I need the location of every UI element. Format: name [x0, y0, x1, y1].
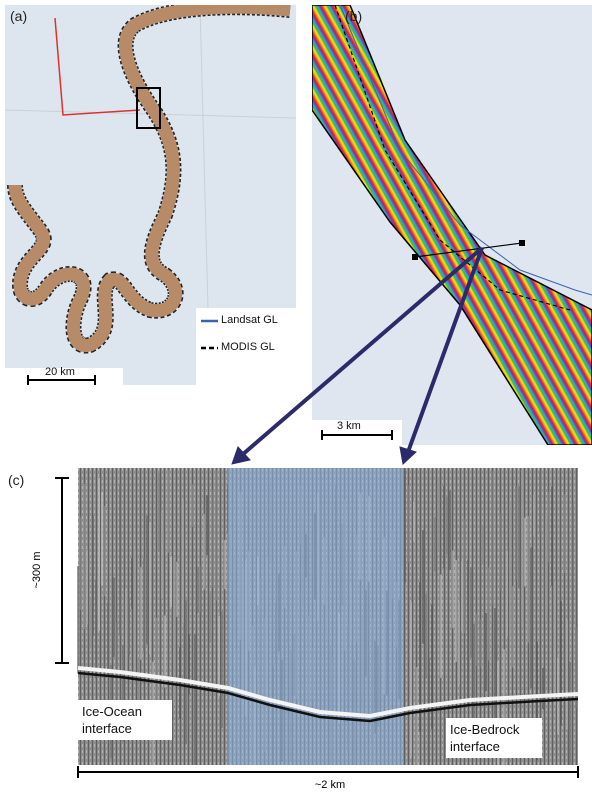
panel-label: (b): [345, 8, 362, 24]
panel-a-map: [5, 5, 296, 385]
horizontal-scale-label: ~2 km: [315, 779, 345, 791]
panel-b-map: [312, 5, 592, 445]
annotation: Ice-Ocean interface: [78, 700, 172, 740]
vertical-scale-label: ~300 m: [31, 552, 43, 589]
panel-label: (c): [8, 472, 24, 488]
legend-entry: MODIS GL: [221, 341, 275, 353]
figure: ~300 m ~2 km (a) (b) (c) 20 km 3 km Land…: [0, 0, 592, 793]
panel-label: (a): [10, 8, 27, 24]
scale-bar-label: 20 km: [45, 366, 75, 378]
scale-bar-label: 3 km: [337, 420, 361, 432]
legend-entry: Landsat GL: [221, 314, 278, 326]
figure-graphics: ~300 m ~2 km: [0, 0, 592, 793]
annotation: Ice-Bedrock interface: [446, 718, 542, 758]
